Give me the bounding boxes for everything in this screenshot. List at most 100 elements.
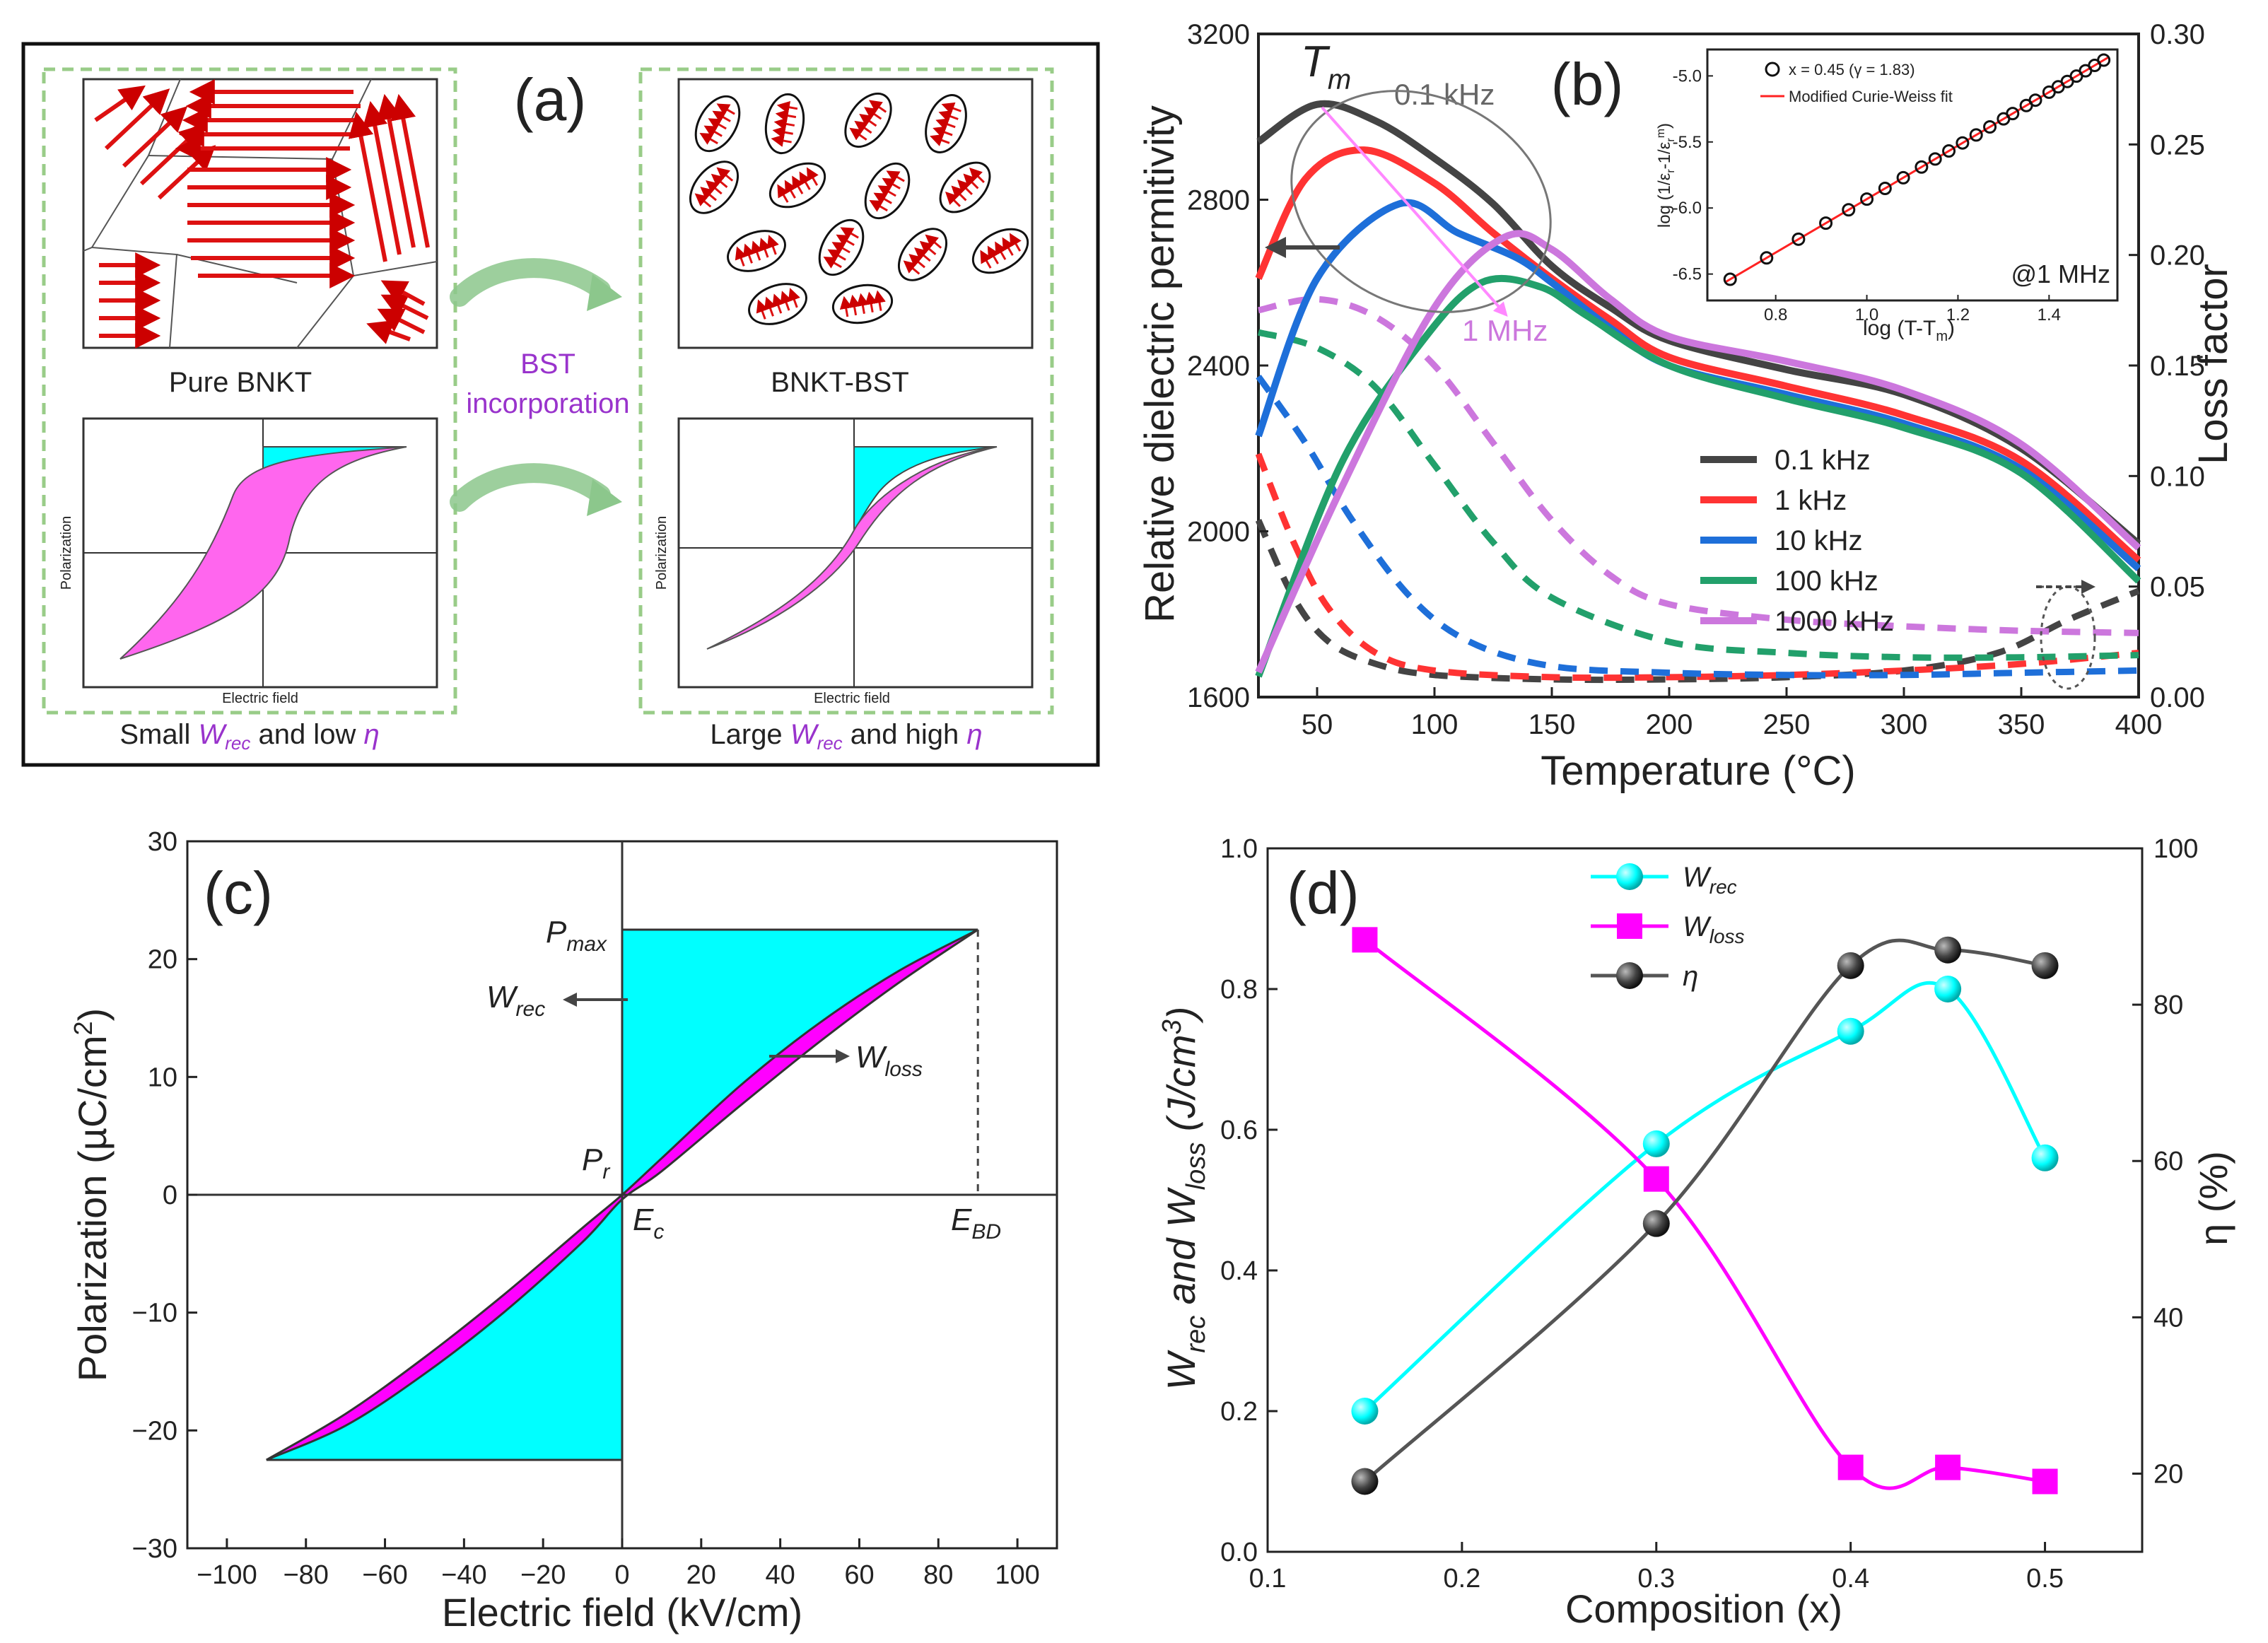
inset-point-24 (2097, 53, 2111, 67)
domain-arrow-0-1 (122, 106, 188, 168)
nanodomain-dipole-0-4 (716, 103, 735, 116)
nanodomain-dipole-4-4 (716, 167, 734, 182)
panel-d-label: (d) (1287, 860, 1360, 926)
inset-point-13 (1983, 120, 1997, 134)
inset-point-17 (2028, 93, 2042, 107)
right-caption: BNKT-BST (771, 367, 909, 398)
inset-xlabel: log (T-Tm) (1863, 317, 1955, 344)
nanodomain-dipole-13-3 (865, 291, 878, 312)
d-line-2 (1363, 938, 2045, 1483)
inset-point-7 (1896, 170, 1910, 185)
nanodomain-dipole-13-2 (856, 293, 870, 315)
b-y2tick-label-3: 0.15 (2150, 351, 2205, 382)
panel-d-legend: Wrec Wloss η (1591, 862, 1745, 992)
transition-arrow-bottom-head (587, 479, 622, 516)
nanodomain-dipole-1-1 (772, 126, 793, 139)
left-pe-loop: Polarization Electric field (59, 417, 438, 706)
b-y2tick-label-6: 0.30 (2150, 19, 2205, 50)
d-point-1-1 (1643, 1166, 1669, 1192)
b-legend-label-0: 0.1 kHz (1775, 445, 1871, 476)
domain-arrow-0-4 (94, 85, 146, 122)
domain-arrows (94, 79, 430, 349)
d-point-2-4 (2031, 952, 2059, 979)
transition-arrow-top-head (587, 274, 622, 311)
c-ytick-label-0: −30 (132, 1534, 177, 1564)
permittivity-curve-1 (1255, 146, 2141, 563)
d-xtick-label-4: 0.5 (2026, 1564, 2064, 1594)
nanodomain-dipole-11-1 (987, 245, 1000, 264)
c-xtick-label-2: −60 (362, 1560, 407, 1590)
nanodomain-1 (764, 93, 805, 155)
loss-curve-0 (1255, 519, 2140, 684)
loss-curve-1 (1255, 452, 2139, 682)
nanodomain-dipole-1-2 (773, 117, 795, 131)
nanodomain-dipole-11-0 (980, 250, 993, 269)
panel-b-series (1255, 100, 2141, 684)
nanodomain-dipole-6-4 (886, 170, 905, 183)
nanodomain-dipole-13-4 (873, 290, 886, 311)
panel-b: 50 100 150 200 250 300 350 400 1600 2000 2400 2800 3… (1137, 19, 2236, 794)
nanodomain-8 (727, 230, 786, 272)
d-point-2-3 (1934, 936, 1962, 964)
c-xtick-label-6: 20 (686, 1560, 716, 1590)
d-point-2-0 (1351, 1468, 1379, 1495)
transition-label-1: BST (520, 349, 575, 380)
ec-label: Ec (633, 1203, 664, 1244)
loss-curve-2 (1256, 375, 2139, 679)
c-xtick-label-10: 100 (995, 1560, 1039, 1590)
nanodomain-dipole-11-2 (995, 241, 1007, 260)
nanodomain-dipole-8-0 (735, 246, 747, 267)
nanodomain-dipole-5-0 (777, 184, 790, 203)
nanodomain-dipole-4-0 (694, 193, 712, 208)
b-xtick-label-2: 150 (1528, 709, 1576, 740)
nanodomain-13 (831, 283, 894, 324)
nanodomain-10 (897, 228, 948, 281)
c-xtick-label-4: −20 (520, 1560, 566, 1590)
inset-point-3 (1819, 216, 1833, 230)
d-point-1-3 (1935, 1454, 1961, 1480)
c-xtick-label-1: −80 (283, 1560, 328, 1590)
loss-curve-3 (1257, 329, 2139, 661)
nanodomain-dipole-13-1 (848, 294, 861, 316)
nanodomain-5 (768, 162, 826, 209)
pmax-label: Pmax (546, 915, 607, 956)
d-xtick-label-1: 0.2 (1443, 1564, 1480, 1594)
d-legend-label-0: Wrec (1683, 862, 1737, 898)
permittivity-curve-0 (1256, 100, 2141, 546)
domain-arrow-0-0 (104, 88, 170, 151)
nanodomain-dipole-5-2 (792, 175, 804, 194)
panel-d-y2label: η (%) (2191, 1151, 2235, 1246)
inset-ylabel: log (1/εr-1/εrm) (1655, 123, 1677, 228)
inset-legend-scatter: x = 0.45 (γ = 1.83) (1789, 61, 1915, 78)
c-ytick-label-2: −10 (132, 1299, 177, 1328)
inset-xtick-label-3: 1.4 (2038, 305, 2061, 324)
b-legend-label-4: 1000 kHz (1775, 606, 1894, 637)
c-xtick-label-3: −40 (441, 1560, 486, 1590)
nanodomains (689, 93, 1029, 325)
b-legend-label-2: 10 kHz (1775, 525, 1863, 556)
domain-arrow-5-3 (366, 320, 411, 344)
inset-xtick-label-1: 1.0 (1855, 305, 1878, 324)
panel-b-ylabel: Relative dielectric permitivity (1137, 105, 1183, 623)
panel-c-ylabel: Polarization (µC/cm2) (69, 1008, 115, 1381)
b-ytick-label-2: 2400 (1187, 351, 1250, 382)
inset-point-2 (1791, 232, 1806, 246)
panel-c-label: (c) (204, 860, 273, 926)
panel-b-label: (b) (1551, 51, 1624, 117)
d-legend-label-1: Wloss (1683, 911, 1745, 947)
inset-xtick-label-0: 0.8 (1764, 305, 1787, 324)
nanodomain-dipole-11-4 (1009, 233, 1022, 252)
nanodomain-7 (939, 161, 991, 214)
b-xtick-label-7: 400 (2115, 709, 2163, 740)
left-caption: Pure BNKT (169, 367, 312, 398)
d-y2tick-label-1: 40 (2153, 1303, 2183, 1333)
d-point-1-2 (1837, 1454, 1864, 1480)
b-y2tick-label-0: 0.00 (2150, 682, 2205, 713)
c-xtick-label-8: 60 (844, 1560, 874, 1590)
wloss-label: Wloss (855, 1040, 923, 1081)
d-ytick-label-3: 0.6 (1220, 1116, 1258, 1145)
nanodomain-dipole-5-4 (806, 167, 819, 186)
nanodomain-0 (694, 95, 741, 153)
inset-point-1 (1760, 251, 1774, 265)
